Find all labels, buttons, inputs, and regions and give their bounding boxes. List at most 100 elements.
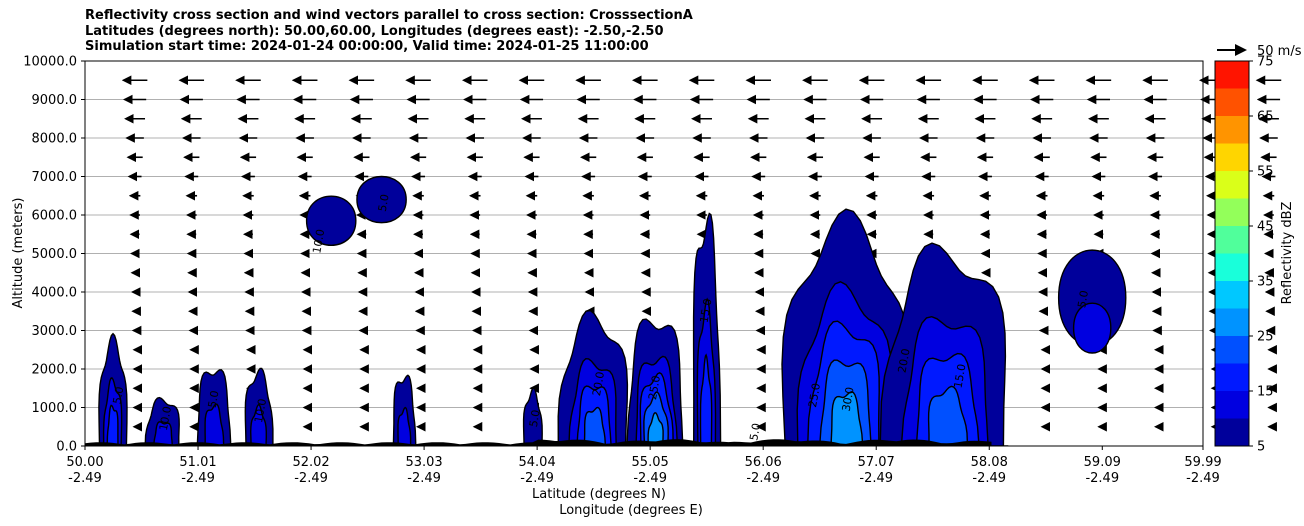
contour-label: 10.0 bbox=[310, 228, 327, 254]
x-tick-label-lat: 58.08 bbox=[971, 455, 1008, 470]
colorbar-segment bbox=[1215, 253, 1249, 281]
colorbar-segment bbox=[1215, 391, 1249, 419]
x-tick-label-lat: 55.05 bbox=[632, 455, 669, 470]
x-tick-label-lon: -2.49 bbox=[746, 471, 780, 486]
y-tick-label: 9000.0 bbox=[32, 93, 78, 108]
title-line-3: Simulation start time: 2024-01-24 00:00:… bbox=[85, 39, 649, 54]
colorbar-tick-label: 5 bbox=[1257, 440, 1265, 455]
x-tick-label-lon: -2.49 bbox=[520, 471, 554, 486]
contour-label: 10.0 bbox=[252, 398, 269, 424]
terrain bbox=[85, 439, 992, 446]
chart-title: Reflectivity cross section and wind vect… bbox=[85, 8, 693, 55]
x-tick-label-lat: 50.00 bbox=[66, 455, 103, 470]
colorbar-segment bbox=[1215, 143, 1249, 171]
x-tick-label-lon: -2.49 bbox=[633, 471, 667, 486]
colorbar-segment bbox=[1215, 281, 1249, 309]
y-tick-label: 6000.0 bbox=[32, 209, 78, 224]
y-tick-label: 3000.0 bbox=[32, 324, 78, 339]
colorbar-segment bbox=[1215, 198, 1249, 226]
title-line-2: Latitudes (degrees north): 50.00,60.00, … bbox=[85, 23, 664, 39]
colorbar-segment bbox=[1215, 88, 1249, 116]
contour-label: 30.0 bbox=[840, 386, 857, 412]
y-tick-label: 2000.0 bbox=[32, 363, 78, 378]
x-tick-label-lon: -2.49 bbox=[1085, 471, 1119, 486]
x-axis-label-lat: Latitude (degrees N) bbox=[532, 487, 666, 502]
reflectivity-contour bbox=[397, 406, 412, 446]
contour-label: 5.0 bbox=[206, 389, 222, 408]
reflectivity-contour bbox=[305, 195, 357, 246]
reflectivity-contour bbox=[249, 403, 267, 446]
colorbar-segment bbox=[1215, 171, 1249, 199]
contour-label: 5.0 bbox=[1075, 289, 1091, 308]
title-line-1: Reflectivity cross section and wind vect… bbox=[85, 8, 693, 23]
vector-key-label: 50 m/s bbox=[1257, 44, 1302, 59]
reflectivity-contours bbox=[85, 175, 1127, 446]
x-axis: 50.00-2.4951.01-2.4952.02-2.4953.03-2.49… bbox=[66, 446, 1222, 486]
x-tick-label-lat: 51.01 bbox=[179, 455, 216, 470]
colorbar-segment bbox=[1215, 363, 1249, 391]
colorbar-segment bbox=[1215, 226, 1249, 254]
y-tick-label: 1000.0 bbox=[32, 401, 78, 416]
reflectivity-contour bbox=[647, 412, 664, 446]
contour-label: 15.0 bbox=[952, 363, 969, 389]
colorbar-label: Reflectivity dBZ bbox=[1280, 202, 1295, 305]
vector-key: 50 m/s bbox=[1217, 44, 1302, 59]
reflectivity-contour bbox=[1072, 302, 1112, 354]
colorbar-tick-label: 65 bbox=[1257, 110, 1274, 125]
x-tick-label-lat: 52.02 bbox=[292, 455, 329, 470]
reflectivity-contour bbox=[522, 387, 543, 446]
x-tick-label-lon: -2.49 bbox=[859, 471, 893, 486]
contour-label: 5.0 bbox=[376, 193, 392, 212]
x-tick-label-lon: -2.49 bbox=[972, 471, 1006, 486]
x-tick-label-lon: -2.49 bbox=[294, 471, 328, 486]
x-tick-label-lat: 59.99 bbox=[1184, 455, 1221, 470]
reflectivity-contour bbox=[583, 406, 607, 446]
x-tick-label-lon: -2.49 bbox=[181, 471, 215, 486]
colorbar-segment bbox=[1215, 308, 1249, 336]
reflectivity-contour bbox=[356, 175, 407, 224]
y-tick-label: 0.0 bbox=[56, 440, 77, 455]
x-tick-label-lat: 53.03 bbox=[405, 455, 442, 470]
reflectivity-contour bbox=[152, 421, 173, 446]
reflectivity-contour bbox=[830, 391, 864, 446]
contour-label: 15.0 bbox=[697, 297, 714, 323]
reflectivity-contour bbox=[927, 385, 969, 446]
x-tick-label-lon: -2.49 bbox=[68, 471, 102, 486]
colorbar: 5 15 25 35 45 55 65 75 bbox=[1214, 55, 1274, 455]
x-tick-label-lat: 57.07 bbox=[858, 455, 895, 470]
colorbar-tick-label: 45 bbox=[1257, 220, 1274, 235]
contour-label: 10.0 bbox=[157, 405, 174, 431]
y-axis-label: Altitude (meters) bbox=[11, 198, 26, 309]
y-axis: 0.0 1000.0 2000.0 3000.0 4000.0 5000.0 6000.0 7… bbox=[23, 55, 85, 455]
y-tick-label: 7000.0 bbox=[32, 170, 78, 185]
colorbar-segment bbox=[1215, 61, 1249, 89]
reflectivity-contour bbox=[699, 353, 713, 446]
contour-label: 5.0 bbox=[747, 422, 763, 441]
colorbar-tick-label: 75 bbox=[1257, 55, 1274, 70]
contour-label: 5.0 bbox=[527, 409, 543, 428]
colorbar-segment bbox=[1215, 418, 1249, 446]
y-tick-label: 8000.0 bbox=[32, 132, 78, 147]
x-axis-label-lon: Longitude (degrees E) bbox=[559, 503, 703, 518]
colorbar-tick-label: 55 bbox=[1257, 165, 1274, 180]
colorbar-tick-label: 25 bbox=[1257, 330, 1274, 345]
colorbar-frame bbox=[1214, 60, 1250, 447]
x-tick-label-lat: 56.06 bbox=[745, 455, 782, 470]
x-tick-label-lat: 59.09 bbox=[1084, 455, 1121, 470]
x-tick-label-lat: 54.04 bbox=[519, 455, 556, 470]
reflectivity-contour bbox=[106, 404, 119, 446]
colorbar-tick-label: 15 bbox=[1257, 385, 1274, 400]
colorbar-segment bbox=[1215, 336, 1249, 364]
colorbar-segment bbox=[1215, 116, 1249, 144]
y-tick-label: 10000.0 bbox=[23, 55, 77, 70]
contour-label: 25.0 bbox=[646, 374, 663, 400]
contour-labels: 5.0 10.0 5.0 10.0 10.0 5.0 5.0 20.0 25.0 15.0 25.0… bbox=[111, 193, 1092, 442]
reflectivity-contour bbox=[204, 403, 225, 446]
x-tick-label-lon: -2.49 bbox=[1186, 471, 1220, 486]
contour-label: 20.0 bbox=[590, 371, 607, 397]
contour-label: 20.0 bbox=[896, 347, 913, 373]
y-tick-label: 4000.0 bbox=[32, 286, 78, 301]
y-tick-label: 5000.0 bbox=[32, 247, 78, 262]
x-tick-label-lon: -2.49 bbox=[407, 471, 441, 486]
